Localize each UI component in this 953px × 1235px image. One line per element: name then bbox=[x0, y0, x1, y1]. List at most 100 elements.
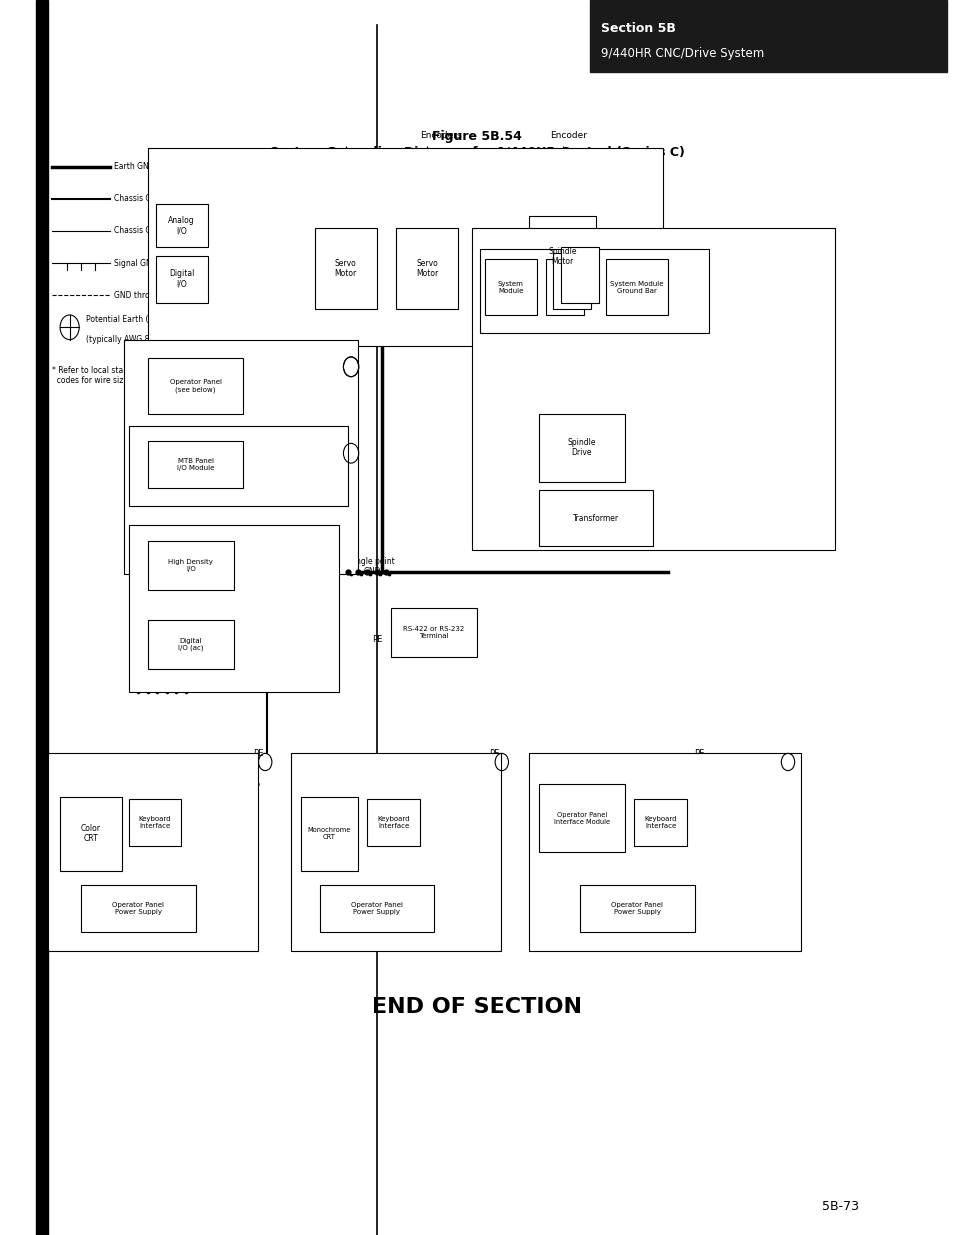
Bar bbox=[148, 148, 662, 346]
Bar bbox=[560, 247, 598, 303]
Bar bbox=[148, 620, 233, 669]
Bar bbox=[529, 753, 801, 951]
Text: (typically AWG 8)*: (typically AWG 8)* bbox=[86, 335, 156, 345]
Bar bbox=[81, 885, 195, 932]
Bar bbox=[634, 799, 686, 846]
Text: Component Enclosure: Component Enclosure bbox=[132, 525, 215, 534]
Text: /: / bbox=[67, 939, 71, 948]
Text: CD: CD bbox=[251, 782, 260, 788]
Text: Analog
I/O: Analog I/O bbox=[169, 216, 194, 235]
Text: output: output bbox=[212, 227, 234, 233]
Bar bbox=[36, 0, 48, 1235]
Bar bbox=[148, 358, 243, 414]
Text: Axis Modules (PE1): Axis Modules (PE1) bbox=[578, 249, 645, 256]
Text: Color Operator Panel: Color Operator Panel bbox=[52, 753, 132, 762]
Text: Chassis
GRND Stud: Chassis GRND Stud bbox=[210, 768, 249, 782]
Bar bbox=[148, 541, 233, 590]
Text: Operator Panel
Power Supply: Operator Panel Power Supply bbox=[351, 903, 402, 915]
Text: Operator Panel
Power Supply: Operator Panel Power Supply bbox=[611, 903, 662, 915]
Bar bbox=[155, 256, 208, 303]
Text: High Density
I/O: High Density I/O bbox=[168, 559, 213, 572]
Text: Monochrome
CRT: Monochrome CRT bbox=[307, 827, 351, 840]
Text: /: / bbox=[310, 939, 314, 948]
Text: Signal GND: Signal GND bbox=[114, 258, 158, 268]
Bar bbox=[60, 797, 122, 871]
Text: HPG: HPG bbox=[233, 511, 249, 521]
Text: GND through mounting: GND through mounting bbox=[114, 290, 204, 300]
Bar bbox=[529, 216, 596, 296]
Text: /: / bbox=[57, 939, 61, 948]
Bar bbox=[579, 885, 694, 932]
Text: /: / bbox=[546, 939, 550, 948]
Text: Figure 5B.54: Figure 5B.54 bbox=[432, 130, 521, 143]
Text: Encoders: Encoders bbox=[419, 131, 461, 141]
Bar bbox=[589, 0, 946, 72]
Text: PE: PE bbox=[694, 748, 704, 758]
Text: END OF SECTION: END OF SECTION bbox=[372, 997, 581, 1016]
Text: System Grounding Diagram  for 9/440HR Control (Series C): System Grounding Diagram for 9/440HR Con… bbox=[270, 146, 683, 159]
Text: PE: PE bbox=[489, 748, 499, 758]
Text: Keyboard
Interface: Keyboard Interface bbox=[643, 816, 677, 829]
Text: Keyboard
Interface: Keyboard Interface bbox=[376, 816, 410, 829]
Text: Spindle
Motor: Spindle Motor bbox=[548, 247, 577, 266]
Text: input: input bbox=[212, 211, 230, 217]
Text: RS-422 or RS-232
Terminal: RS-422 or RS-232 Terminal bbox=[403, 626, 464, 638]
Text: Potential Earth (PE): Potential Earth (PE) bbox=[86, 315, 160, 325]
Text: /: / bbox=[71, 939, 75, 948]
Bar bbox=[300, 797, 357, 871]
Text: Chassis
GRND
Stud: Chassis GRND Stud bbox=[691, 768, 718, 788]
Bar bbox=[538, 414, 624, 482]
Text: /: / bbox=[532, 939, 536, 948]
Bar bbox=[155, 204, 208, 247]
Text: Encoder: Encoder bbox=[550, 131, 587, 141]
Text: Monochrome Operator Panel: Monochrome Operator Panel bbox=[295, 753, 405, 762]
Text: 9/440HR CNC/Drive: 9/440HR CNC/Drive bbox=[483, 249, 558, 258]
Text: Chassis GND (typically AWG 10)*: Chassis GND (typically AWG 10)* bbox=[114, 194, 241, 204]
Text: Drives Cabinet: Drives Cabinet bbox=[476, 228, 543, 237]
Bar bbox=[129, 799, 181, 846]
Text: Digital
I/O (ac): Digital I/O (ac) bbox=[178, 638, 203, 651]
Text: Chassis
GRND Stud: Chassis GRND Stud bbox=[445, 768, 484, 782]
Text: Machine Tool: Machine Tool bbox=[157, 151, 215, 159]
Text: Digital
I/O: Digital I/O bbox=[169, 269, 194, 289]
Bar bbox=[538, 784, 624, 852]
Bar bbox=[484, 259, 537, 315]
Text: * Refer to local standards and
  codes for wire sizing.: * Refer to local standards and codes for… bbox=[52, 366, 167, 385]
Text: PE: PE bbox=[253, 748, 263, 758]
Text: System Module
Ground Bar: System Module Ground Bar bbox=[609, 280, 663, 294]
Bar bbox=[553, 253, 591, 309]
Text: Earth GND (typically AWG 8)*: Earth GND (typically AWG 8)* bbox=[114, 162, 228, 172]
Text: Operator Panel
Interface Module: Operator Panel Interface Module bbox=[554, 811, 609, 825]
Bar bbox=[129, 525, 338, 692]
Text: Single point
GND: Single point GND bbox=[349, 557, 395, 577]
Bar bbox=[391, 608, 476, 657]
Text: MTB Panel: MTB Panel bbox=[132, 426, 171, 435]
Text: Ground Stud
on 9/440HR
CNC Assembly: Ground Stud on 9/440HR CNC Assembly bbox=[476, 327, 524, 347]
Text: Servo
Motor: Servo Motor bbox=[335, 259, 356, 278]
Text: /: / bbox=[295, 939, 299, 948]
Bar bbox=[545, 259, 583, 315]
Text: Operator Panel
(see below): Operator Panel (see below) bbox=[170, 379, 221, 393]
Bar bbox=[367, 799, 419, 846]
Text: PE: PE bbox=[372, 635, 382, 645]
Bar bbox=[319, 885, 434, 932]
Text: Spindle
Drive: Spindle Drive bbox=[567, 438, 596, 457]
Text: Keyboard
Interface: Keyboard Interface bbox=[138, 816, 172, 829]
Text: Color
CRT: Color CRT bbox=[81, 824, 101, 844]
Text: Chassis
GRND Stud: Chassis GRND Stud bbox=[248, 451, 287, 464]
Text: Section 5B: Section 5B bbox=[600, 22, 675, 36]
Text: Operator Panel
Power Supply: Operator Panel Power Supply bbox=[112, 903, 164, 915]
Bar bbox=[395, 228, 457, 309]
Bar bbox=[472, 228, 834, 550]
Bar bbox=[538, 490, 653, 546]
Text: 5B-73: 5B-73 bbox=[821, 1199, 858, 1213]
Text: Operator Cabinet: Operator Cabinet bbox=[129, 340, 207, 348]
Bar bbox=[479, 249, 708, 333]
Text: Servo
Motor: Servo Motor bbox=[416, 259, 437, 278]
Bar bbox=[124, 340, 357, 574]
Text: Chassis
GRND Stud: Chassis GRND Stud bbox=[248, 359, 287, 373]
Text: Transformer: Transformer bbox=[573, 514, 618, 522]
Bar bbox=[129, 426, 348, 506]
Text: PE: PE bbox=[340, 352, 351, 362]
Bar bbox=[291, 753, 500, 951]
